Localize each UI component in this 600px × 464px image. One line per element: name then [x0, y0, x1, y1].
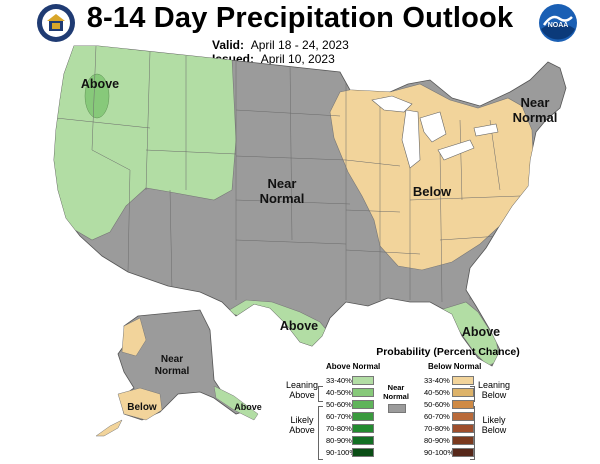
legend-below-swatch: [452, 400, 474, 409]
legend-below-heading: Below Normal: [428, 362, 482, 371]
legend-above-range-label: 80-90%: [326, 436, 352, 445]
valid-dates: Valid: April 18 - 24, 2023: [212, 38, 349, 52]
legend-below-swatch: [452, 436, 474, 445]
noaa-logo-icon: NOAA: [539, 4, 577, 42]
legend-below-range-label: 33-40%: [424, 376, 450, 385]
label-aleutian-above: Above: [234, 402, 262, 412]
legend-above-swatch: [352, 436, 374, 445]
legend-near-normal-label: Near Normal: [380, 383, 412, 401]
label-below-east: Below: [413, 184, 452, 199]
legend-brace-leaning-above: [318, 386, 323, 402]
valid-value: April 18 - 24, 2023: [250, 38, 349, 52]
legend-above-range-label: 70-80%: [326, 424, 352, 433]
legend-near-normal-swatch: [388, 404, 406, 413]
legend-below-swatch: [452, 376, 474, 385]
legend-above-range-label: 90-100%: [326, 448, 357, 457]
likely-above-line2: Above: [289, 425, 315, 435]
issued-value: April 10, 2023: [260, 52, 335, 66]
leaning-below-line2: Below: [481, 390, 507, 400]
label-near-northeast-2: Normal: [513, 110, 558, 125]
legend-likely-above-label: Likely Above: [284, 415, 320, 435]
label-near-central-2: Normal: [260, 191, 305, 206]
legend-above-swatch: [352, 388, 374, 397]
valid-label: Valid:: [212, 38, 245, 52]
legend-leaning-above-label: Leaning Above: [284, 380, 320, 400]
label-near-central-1: Near: [268, 176, 297, 191]
legend-above-range-label: 33-40%: [326, 376, 352, 385]
near-label-line2: Normal: [383, 392, 409, 401]
legend-title: Probability (Percent Chance): [376, 346, 520, 358]
leaning-above-line2: Above: [289, 390, 315, 400]
legend-above-range-label: 50-60%: [326, 400, 352, 409]
noaa-logo-text: NOAA: [548, 22, 569, 29]
legend-below-swatch: [452, 412, 474, 421]
label-alaska-near-1: Near: [161, 354, 183, 365]
label-alaska-below: Below: [127, 402, 157, 413]
legend-likely-below-label: Likely Below: [474, 415, 514, 435]
label-alaska-near-2: Normal: [155, 366, 190, 377]
legend-above-range-label: 60-70%: [326, 412, 352, 421]
likely-below-line2: Below: [481, 425, 507, 435]
legend-below-swatch: [452, 448, 474, 457]
map-title: 8-14 Day Precipitation Outlook: [86, 2, 514, 34]
alaska-panhandle-above: [213, 385, 259, 421]
alaska-below-normal-west: [121, 317, 147, 357]
label-above-florida: Above: [462, 325, 500, 339]
label-near-northeast-1: Near: [521, 95, 550, 110]
legend-above-swatch: [352, 424, 374, 433]
legend-above-swatch: [352, 448, 374, 457]
label-above-texas: Above: [280, 319, 318, 333]
legend-above-heading: Above Normal: [326, 362, 381, 371]
alaska-aleutians-below: [95, 419, 123, 437]
legend-below-range-label: 90-100%: [424, 448, 455, 457]
legend-below-swatch: [452, 388, 474, 397]
likely-above-line1: Likely: [290, 415, 314, 425]
legend-above-range-label: 40-50%: [326, 388, 352, 397]
near-label-line1: Near: [387, 383, 405, 392]
legend-below-range-label: 60-70%: [424, 412, 450, 421]
leaning-below-line1: Leaning: [477, 380, 511, 390]
legend-above-swatch: [352, 376, 374, 385]
legend-above-swatch: [352, 400, 374, 409]
legend-below-range-label: 40-50%: [424, 388, 450, 397]
legend-below-range-label: 70-80%: [424, 424, 450, 433]
likely-below-line1: Likely: [482, 415, 506, 425]
legend-leaning-below-label: Leaning Below: [474, 380, 514, 400]
commerce-seal-icon: [37, 4, 75, 42]
label-above-northwest: Above: [81, 77, 119, 91]
legend-above-swatch: [352, 412, 374, 421]
state-boundaries: [55, 46, 521, 303]
legend-below-range-label: 80-90%: [424, 436, 450, 445]
legend-below-swatch: [452, 424, 474, 433]
alaska-below-normal-south: [117, 387, 163, 421]
great-lakes: [371, 95, 499, 169]
leaning-above-line1: Leaning: [285, 380, 319, 390]
legend-brace-likely-above: [318, 406, 323, 460]
legend-below-range-label: 50-60%: [424, 400, 450, 409]
above-normal-40-50-region: [84, 73, 110, 119]
